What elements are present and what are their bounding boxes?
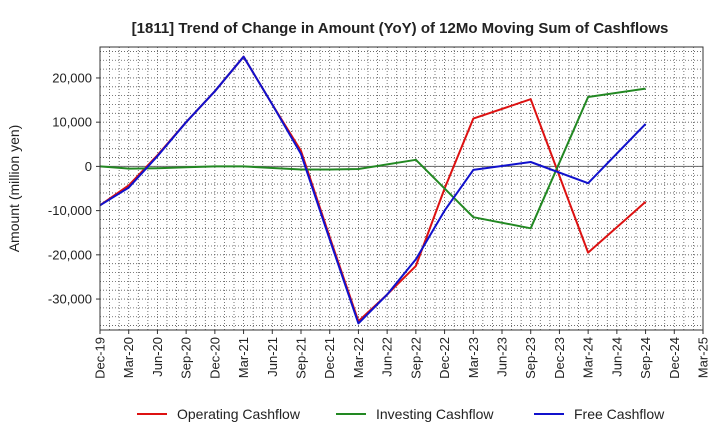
x-axis-ticks: Dec-19 Mar-20 Jun-20 Sep-20 Dec-20 Mar-21 Jun-… bbox=[93, 330, 711, 379]
legend-label: Free Cashflow bbox=[574, 406, 665, 422]
x-tick-label: Jun-22 bbox=[380, 337, 395, 377]
plot-area bbox=[100, 47, 703, 330]
x-tick-label: Sep-21 bbox=[294, 337, 309, 379]
x-tick-label: Dec-20 bbox=[207, 337, 222, 379]
vertical-gridlines bbox=[99, 47, 704, 330]
y-tick-label: -30,000 bbox=[48, 292, 92, 307]
series-line-investing-cashflow bbox=[99, 87, 646, 230]
y-tick-label: -20,000 bbox=[48, 247, 92, 262]
legend-label: Investing Cashflow bbox=[376, 406, 494, 422]
x-tick-label: Dec-19 bbox=[93, 337, 108, 379]
y-axis-ticks: 20,000 10,000 0 -10,000 -20,000 -30,000 bbox=[48, 70, 100, 307]
x-tick-label: Jun-23 bbox=[495, 337, 510, 377]
x-tick-label: Sep-22 bbox=[408, 337, 423, 379]
chart-title: [1811] Trend of Change in Amount (YoY) o… bbox=[132, 20, 669, 37]
y-tick-label: 0 bbox=[85, 159, 92, 174]
series-line-free-cashflow bbox=[99, 55, 647, 325]
plot-frame bbox=[99, 46, 704, 331]
x-tick-label: Sep-23 bbox=[523, 337, 538, 379]
x-tick-label: Mar-22 bbox=[351, 337, 366, 378]
x-tick-label: Sep-24 bbox=[638, 337, 653, 379]
x-tick-label: Dec-23 bbox=[552, 337, 567, 379]
y-axis-label: Amount (million yen) bbox=[6, 125, 22, 253]
legend: Operating Cashflow Investing Cashflow Free… bbox=[137, 406, 665, 422]
y-tick-label: -10,000 bbox=[48, 203, 92, 218]
x-tick-label: Mar-20 bbox=[121, 337, 136, 378]
y-tick-label: 10,000 bbox=[52, 115, 92, 130]
x-tick-label: Jun-24 bbox=[609, 337, 624, 377]
x-tick-label: Mar-25 bbox=[696, 337, 711, 378]
x-tick-label: Mar-23 bbox=[466, 337, 481, 378]
x-tick-label: Sep-20 bbox=[179, 337, 194, 379]
legend-label: Operating Cashflow bbox=[177, 406, 301, 422]
x-tick-label: Jun-21 bbox=[265, 337, 280, 377]
y-tick-label: 20,000 bbox=[52, 70, 92, 85]
x-tick-label: Mar-24 bbox=[581, 337, 596, 378]
x-tick-label: Jun-20 bbox=[150, 337, 165, 377]
x-tick-label: Dec-21 bbox=[322, 337, 337, 379]
x-tick-label: Dec-22 bbox=[437, 337, 452, 379]
series-lines bbox=[99, 55, 647, 325]
x-tick-label: Mar-21 bbox=[236, 337, 251, 378]
x-tick-label: Dec-24 bbox=[667, 337, 682, 379]
